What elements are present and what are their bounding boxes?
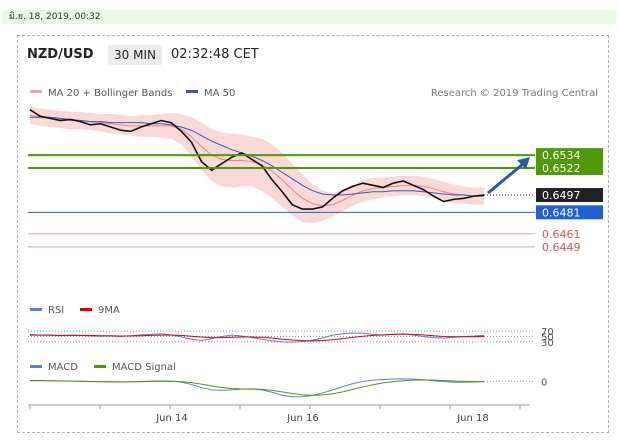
ma50-legend-label: MA 50	[204, 88, 235, 99]
symbol-label: NZD/USD	[27, 47, 94, 62]
timeframe-label[interactable]: 30 MIN	[108, 45, 162, 65]
ma50-line	[30, 116, 484, 197]
x-tick-label: Jun 18	[456, 413, 489, 424]
support-level-label: 0.6449	[542, 241, 581, 254]
rsi-ma-legend-swatch	[80, 308, 92, 311]
projection-arrow-head	[517, 157, 530, 170]
rsi-level-label: 30	[541, 338, 554, 349]
time-label: 02:32:48 CET	[171, 47, 259, 62]
resistance-level-label: 0.6522	[542, 162, 581, 175]
resistance-level-label: 0.6534	[542, 149, 581, 162]
x-tick-label: Jun 16	[286, 413, 319, 424]
rsi-legend-label: RSI	[48, 305, 64, 316]
macd-signal-line	[29, 379, 485, 396]
x-tick-label: Jun 14	[155, 413, 188, 424]
macd-zero-label: 0	[541, 377, 547, 388]
rsi-legend-swatch	[30, 308, 42, 311]
ma50-legend-swatch	[186, 90, 198, 93]
bollinger-legend-swatch	[30, 90, 42, 93]
rsi-level-label: 50	[541, 333, 554, 344]
credit-label: Research © 2019 Trading Central	[431, 88, 598, 99]
bollinger-legend-label: MA 20 + Bollinger Bands	[48, 88, 172, 99]
price-line	[29, 109, 485, 210]
current-level-box	[536, 188, 603, 203]
rsi-ma-line	[30, 333, 485, 342]
current-level-label: 0.6497	[542, 189, 581, 202]
macd-legend-label: MACD	[48, 362, 78, 373]
chart-panel	[17, 35, 609, 433]
macd-signal-legend-swatch	[94, 365, 106, 368]
macd-signal-legend-label: MACD Signal	[112, 362, 176, 373]
resistance-level-box	[536, 161, 603, 176]
rsi-ma-legend-label: 9MA	[98, 305, 120, 316]
macd-legend-swatch	[30, 365, 42, 368]
support-level-label: 0.6481	[542, 206, 581, 219]
resistance-level-box	[536, 148, 603, 163]
support-level-label: 0.6461	[542, 228, 581, 241]
datetime-bar: มิ.ย. 18, 2019, 00:32	[2, 10, 616, 24]
support-level-box	[536, 205, 603, 220]
rsi-level-label: 70	[541, 327, 554, 338]
bollinger-band	[30, 106, 484, 224]
projection-arrow	[487, 161, 525, 195]
